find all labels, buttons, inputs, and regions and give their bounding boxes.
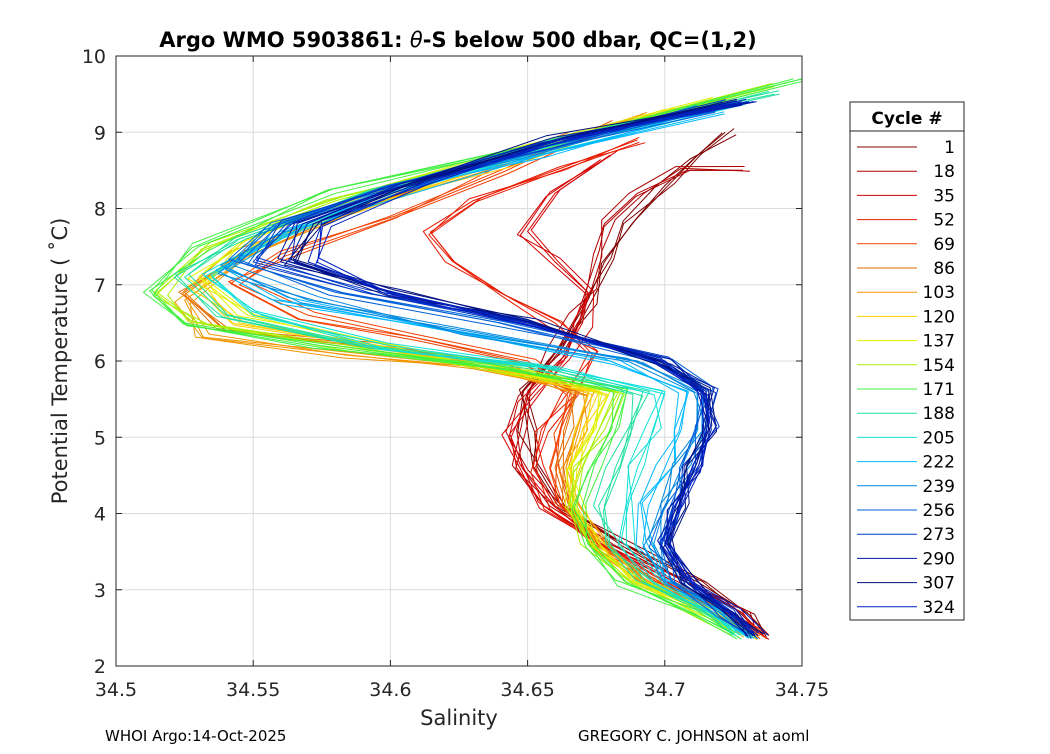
legend-label-103: 103: [923, 283, 955, 303]
y-tick-label: 4: [94, 504, 106, 526]
legend-title: Cycle #: [871, 109, 942, 129]
legend-label-154: 154: [923, 356, 955, 376]
legend-label-222: 222: [923, 453, 955, 473]
legend-label-137: 137: [923, 332, 955, 352]
x-tick-label: 34.65: [500, 679, 554, 701]
legend-label-256: 256: [923, 501, 955, 521]
y-axis-label: Potential Temperature ( ˚C): [48, 218, 72, 505]
y-tick-label: 6: [94, 351, 106, 373]
series-lines: [142, 78, 802, 641]
series-line-cycle-205: [202, 100, 750, 637]
x-tick-label: 34.7: [644, 679, 686, 701]
y-tick-label: 5: [94, 427, 106, 449]
legend-label-239: 239: [923, 477, 955, 497]
series-line-cycle-324: [314, 104, 755, 634]
legend-label-324: 324: [923, 598, 955, 618]
footer-left: WHOI Argo:14-Oct-2025: [105, 727, 286, 745]
legend-label-171: 171: [923, 380, 955, 400]
axis-ticks: 34.5 34.55 34.6 34.65 34.7 34.75 2 3 4 5 6 7 8 9 10: [82, 46, 829, 701]
footer-right: GREGORY C. JOHNSON at aoml: [578, 727, 809, 745]
legend-label-290: 290: [923, 549, 955, 569]
legend-label-69: 69: [933, 235, 955, 255]
legend-label-1: 1: [944, 138, 955, 158]
legend-label-18: 18: [933, 162, 955, 182]
y-tick-label: 9: [94, 122, 106, 144]
x-tick-label: 34.5: [95, 679, 137, 701]
legend-label-307: 307: [923, 574, 955, 594]
series-line-cycle-205: [204, 101, 752, 639]
series-line-cycle-52: [422, 139, 759, 636]
x-tick-label: 34.6: [369, 679, 411, 701]
y-tick-label: 7: [94, 275, 106, 297]
legend-label-35: 35: [933, 186, 955, 206]
series-line-cycle-52: [428, 136, 768, 634]
series-line-cycle-120: [198, 112, 753, 634]
legend-label-86: 86: [933, 259, 955, 279]
x-axis-label: Salinity: [420, 706, 498, 730]
series-line-cycle-154: [167, 82, 773, 632]
series-line-cycle-171: [152, 80, 802, 640]
y-tick-label: 2: [94, 656, 106, 678]
legend-label-273: 273: [923, 525, 955, 545]
legend: Cycle # 1 18 35 52 69 86 103 120 137 154 171 188 205…: [849, 101, 965, 621]
x-tick-label: 34.55: [226, 679, 280, 701]
x-tick-label: 34.75: [775, 679, 829, 701]
legend-label-205: 205: [923, 428, 955, 448]
series-line-cycle-154: [153, 86, 770, 633]
legend-label-120: 120: [923, 307, 955, 327]
chart-title: Argo WMO 5903861: θ-S below 500 dbar, QC…: [159, 28, 756, 52]
legend-label-188: 188: [923, 404, 955, 424]
series-line-cycle-324: [307, 101, 759, 636]
y-tick-label: 8: [94, 199, 106, 221]
series-line-cycle-171: [151, 78, 802, 634]
y-tick-label: 10: [82, 46, 106, 68]
legend-box: [849, 101, 965, 621]
series-line-cycle-35: [508, 154, 761, 632]
legend-entries: 1 18 35 52 69 86 103 120 137 154 171 188 205 222 239 25…: [857, 138, 955, 618]
series-line-cycle-307: [296, 103, 763, 635]
series-line-cycle-290: [288, 101, 765, 635]
series-line-cycle-324: [318, 98, 769, 636]
y-tick-label: 3: [94, 580, 106, 602]
legend-label-52: 52: [933, 211, 955, 231]
